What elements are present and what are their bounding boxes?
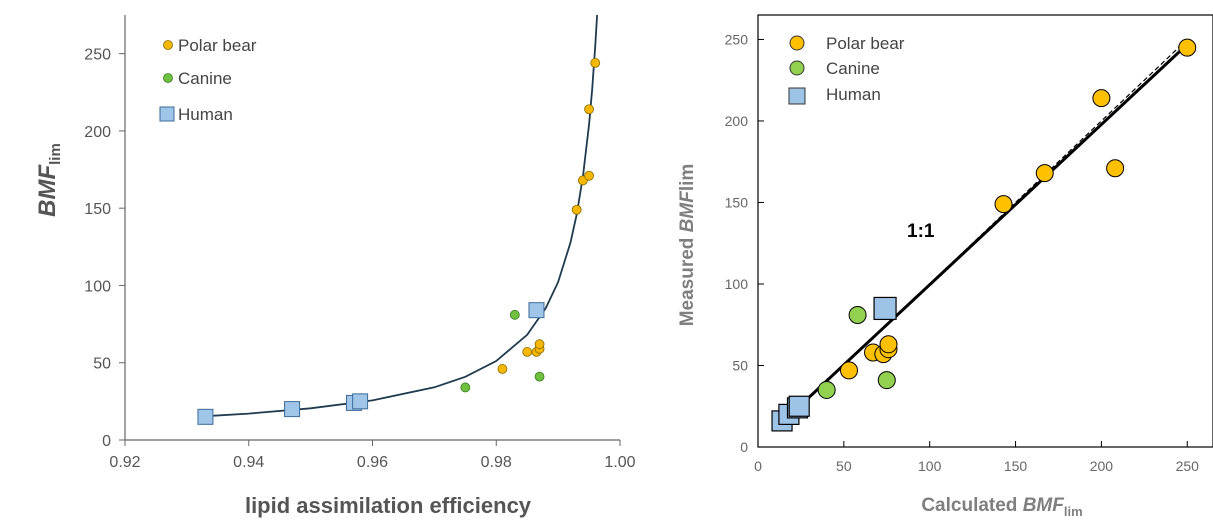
left-y-axis-title: BMFlim (34, 143, 64, 217)
legend-human-marker (159, 106, 175, 122)
left-y-title-sub: lim (47, 143, 64, 165)
left-point-polar-bear (534, 339, 545, 350)
right-y-tick-label: 0 (740, 439, 748, 455)
right-y-axis-title: Measured BMFlim (677, 164, 698, 327)
right-point-polar-bear (1106, 159, 1125, 178)
right-point-canine (877, 371, 896, 390)
left-y-title-main: BMF (34, 164, 61, 217)
right-x-title-main: BMF (1023, 495, 1066, 516)
left-point-polar-bear (584, 104, 594, 115)
legend-polar-bear-marker (163, 40, 173, 50)
right-point-polar-bear (994, 195, 1013, 214)
right-point-polar-bear (1092, 89, 1111, 108)
right-point-human (788, 395, 810, 417)
legend2-canine-label: Canine (826, 59, 880, 78)
regression-line (782, 43, 1189, 423)
legend-canine-marker (163, 73, 173, 83)
right-y-tick-label: 100 (725, 276, 749, 292)
left-y-ticks: 0 50 100 150 200 250 (84, 47, 125, 450)
left-point-human (528, 302, 545, 319)
legend2-human-marker (788, 87, 806, 105)
right-y-title-suffix: lim (677, 164, 698, 191)
left-point-canine (509, 309, 520, 320)
legend2-human-label: Human (826, 85, 881, 104)
right-point-canine (848, 305, 867, 324)
left-point-polar-bear (584, 170, 594, 181)
right-point-polar-bear (1035, 164, 1054, 183)
right-x-tick-label: 100 (918, 458, 942, 474)
left-x-tick-label: 0.98 (481, 454, 512, 471)
right-point-polar-bear (879, 335, 898, 354)
left-x-axis-title: lipid assimilation efficiency (245, 493, 532, 518)
legend2-polar-bear-label: Polar bear (826, 34, 905, 53)
right-y-title-main: BMF (677, 190, 698, 233)
left-x-tick-label: 0.94 (233, 454, 264, 471)
left-point-human (352, 393, 369, 410)
left-y-tick-label: 150 (84, 201, 111, 218)
right-legend: Polar bear Canine Human (788, 34, 905, 105)
right-y-tick-label: 50 (732, 357, 748, 373)
right-x-tick-label: 150 (1004, 458, 1028, 474)
right-y-title-prefix: Measured (677, 232, 698, 326)
right-x-ticks: 0 50 100 150 200 250 (754, 441, 1199, 474)
right-point-polar-bear (1178, 38, 1197, 57)
left-point-polar-bear (571, 204, 582, 215)
left-x-ticks: 0.92 0.94 0.96 0.98 1.00 (109, 440, 636, 471)
right-chart: 0 50 100 150 200 250 0 50 100 150 200 250 Polar be… (677, 14, 1213, 519)
left-y-tick-label: 200 (84, 124, 111, 141)
right-x-tick-label: 0 (754, 458, 762, 474)
right-y-ticks: 0 50 100 150 200 250 (725, 31, 764, 455)
legend2-canine-marker (789, 60, 805, 76)
left-point-human (197, 408, 214, 425)
right-x-axis-title: Calculated BMFlim (921, 495, 1082, 519)
right-x-tick-label: 50 (836, 458, 852, 474)
left-x-tick-label: 1.00 (604, 454, 635, 471)
one-to-one-annotation: 1:1 (907, 221, 935, 242)
legend-canine-label: Canine (178, 69, 232, 88)
right-point-human (873, 296, 897, 321)
right-x-title-sub: lim (1064, 504, 1083, 519)
right-y-tick-label: 250 (725, 31, 749, 47)
right-point-polar-bear (840, 361, 858, 380)
left-point-polar-bear (522, 347, 533, 357)
right-x-title-prefix: Calculated (921, 495, 1022, 516)
legend-polar-bear-label: Polar bear (178, 36, 257, 55)
left-points (197, 58, 601, 425)
left-x-tick-label: 0.96 (357, 454, 388, 471)
left-point-human (284, 401, 301, 418)
right-x-tick-label: 200 (1090, 458, 1114, 474)
right-points (771, 38, 1197, 432)
left-point-canine (460, 382, 471, 393)
left-x-tick-label: 0.92 (109, 454, 140, 471)
right-point-canine (817, 380, 836, 399)
right-plot-frame (757, 14, 1213, 448)
left-point-polar-bear (590, 58, 601, 68)
left-chart: 0 50 100 150 200 250 0.92 0.94 0.96 0.98 1.00 Pol… (34, 14, 636, 518)
right-x-tick-label: 250 (1176, 458, 1200, 474)
legend2-polar-bear-marker (789, 35, 805, 51)
left-point-canine (534, 371, 545, 382)
left-point-polar-bear (497, 364, 508, 374)
left-y-tick-label: 100 (84, 278, 111, 295)
left-y-tick-label: 250 (84, 47, 111, 64)
left-y-tick-label: 0 (102, 433, 111, 450)
left-legend: Polar bear Canine Human (159, 36, 257, 124)
right-y-tick-label: 150 (725, 194, 749, 210)
legend-human-label: Human (178, 105, 233, 124)
right-y-tick-label: 200 (725, 113, 749, 129)
left-y-tick-label: 50 (93, 356, 111, 373)
